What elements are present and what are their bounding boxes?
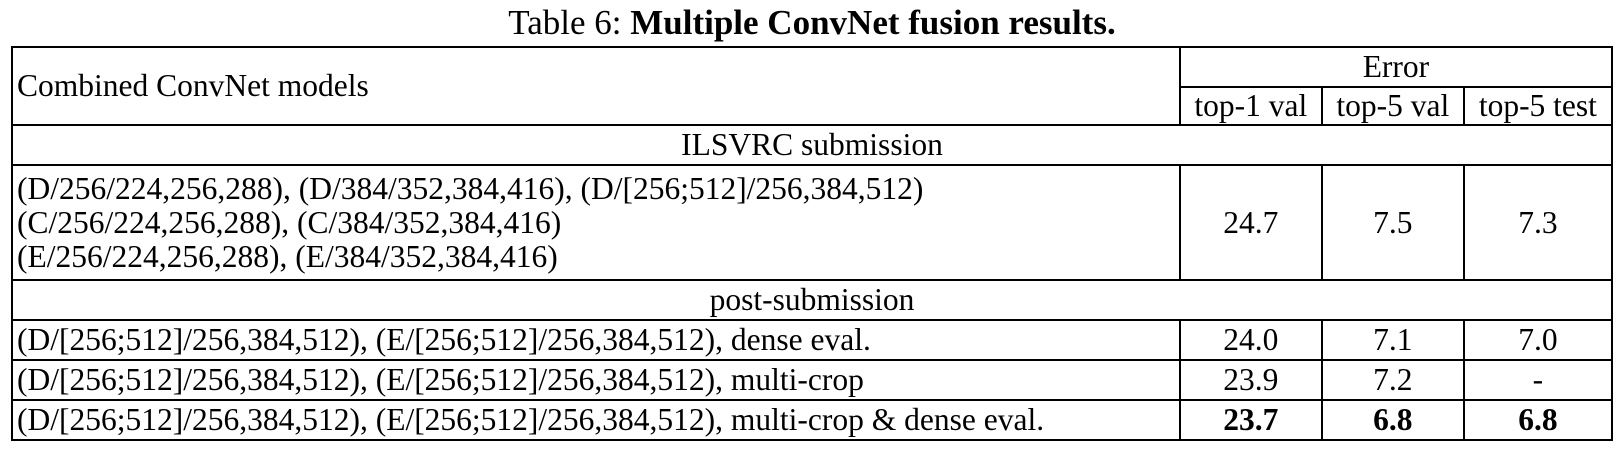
top5-test-header: top-5 test [1462, 86, 1614, 126]
top5-val-cell-best: 6.8 [1320, 399, 1465, 441]
top5-test-cell: - [1462, 359, 1614, 401]
model-cell: (D/[256;512]/256,384,512), (E/[256;512]/… [11, 319, 1181, 361]
model-cell: (D/[256;512]/256,384,512), (E/[256;512]/… [11, 359, 1181, 401]
subheader-row: top-1 val top-5 val top-5 test [12, 86, 1614, 126]
model-line: (E/256/224,256,288), (E/384/352,384,416) [17, 238, 558, 274]
top1-val-cell: 24.7 [1178, 164, 1323, 281]
top5-test-cell: 7.0 [1462, 319, 1614, 361]
caption-title: Multiple ConvNet fusion results. [630, 3, 1116, 42]
caption-prefix: Table 6: [508, 3, 622, 42]
top5-val-cell: 7.1 [1320, 319, 1465, 361]
table-caption: Table 6: Multiple ConvNet fusion results… [0, 2, 1624, 44]
table-row: (D/256/224,256,288), (D/384/352,384,416)… [11, 164, 1614, 281]
table-row: (D/[256;512]/256,384,512), (E/[256;512]/… [11, 319, 1614, 361]
model-cell: (D/[256;512]/256,384,512), (E/[256;512]/… [11, 399, 1181, 441]
section-row-ilsvrc: ILSVRC submission [11, 124, 1613, 166]
top5-val-header: top-5 val [1320, 86, 1465, 126]
top1-val-cell: 24.0 [1178, 319, 1323, 361]
top1-val-cell-best: 23.7 [1178, 399, 1323, 441]
top5-val-cell: 7.5 [1320, 164, 1465, 281]
table-row-best: (D/[256;512]/256,384,512), (E/[256;512]/… [11, 399, 1614, 441]
header-row: Combined ConvNet models Error [11, 46, 1614, 126]
models-column-header: Combined ConvNet models [11, 46, 1181, 126]
top5-val-cell: 7.2 [1320, 359, 1465, 401]
section-title-post-submission: post-submission [11, 279, 1613, 321]
model-cell: (D/256/224,256,288), (D/384/352,384,416)… [11, 164, 1181, 281]
model-line: (C/256/224,256,288), (C/384/352,384,416) [17, 204, 562, 240]
section-title-ilsvrc: ILSVRC submission [11, 124, 1613, 166]
top1-val-header: top-1 val [1178, 86, 1323, 126]
model-line: (D/256/224,256,288), (D/384/352,384,416)… [17, 170, 924, 206]
top5-test-cell-best: 6.8 [1462, 399, 1614, 441]
error-column-group-header: Error [1178, 46, 1614, 88]
section-row-post-submission: post-submission [11, 279, 1613, 321]
top5-test-cell: 7.3 [1462, 164, 1614, 281]
results-table: Combined ConvNet models Error top-1 val … [11, 46, 1614, 441]
top1-val-cell: 23.9 [1178, 359, 1323, 401]
table-row: (D/[256;512]/256,384,512), (E/[256;512]/… [11, 359, 1614, 401]
